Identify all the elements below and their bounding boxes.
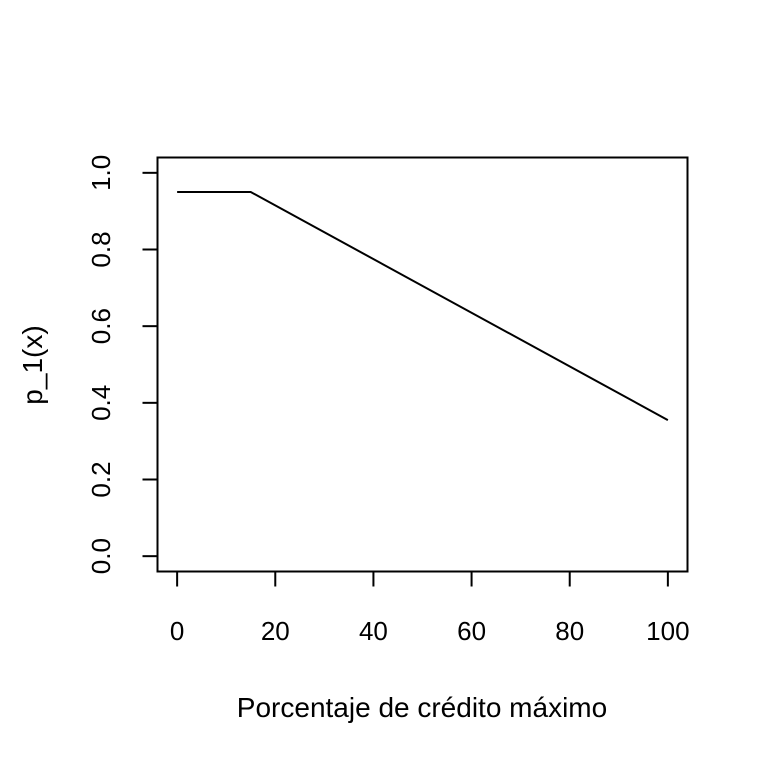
x-tick-label: 20: [261, 616, 290, 646]
x-tick-label: 80: [555, 616, 584, 646]
x-axis: 0 20 40 60 80 100: [170, 570, 690, 646]
y-tick-label: 0.0: [86, 538, 116, 574]
series-layer: [177, 191, 669, 421]
y-tick-label: 1.0: [86, 155, 116, 191]
y-tick-label: 0.6: [86, 308, 116, 344]
y-tick-label: 0.2: [86, 461, 116, 497]
y-axis: 0.0 0.2 0.4 0.6 0.8 1.0: [86, 155, 159, 574]
x-tick-label: 40: [359, 616, 388, 646]
x-tick-label: 0: [170, 616, 184, 646]
plot-frame: [156, 156, 689, 573]
y-tick-label: 0.4: [86, 385, 116, 421]
x-tick-label: 100: [646, 616, 689, 646]
series-line: [177, 191, 669, 421]
y-tick-label: 0.8: [86, 231, 116, 267]
x-tick-label: 60: [457, 616, 486, 646]
x-axis-title: Porcentaje de crédito máximo: [237, 692, 607, 723]
y-axis-title: p_1(x): [17, 325, 48, 404]
